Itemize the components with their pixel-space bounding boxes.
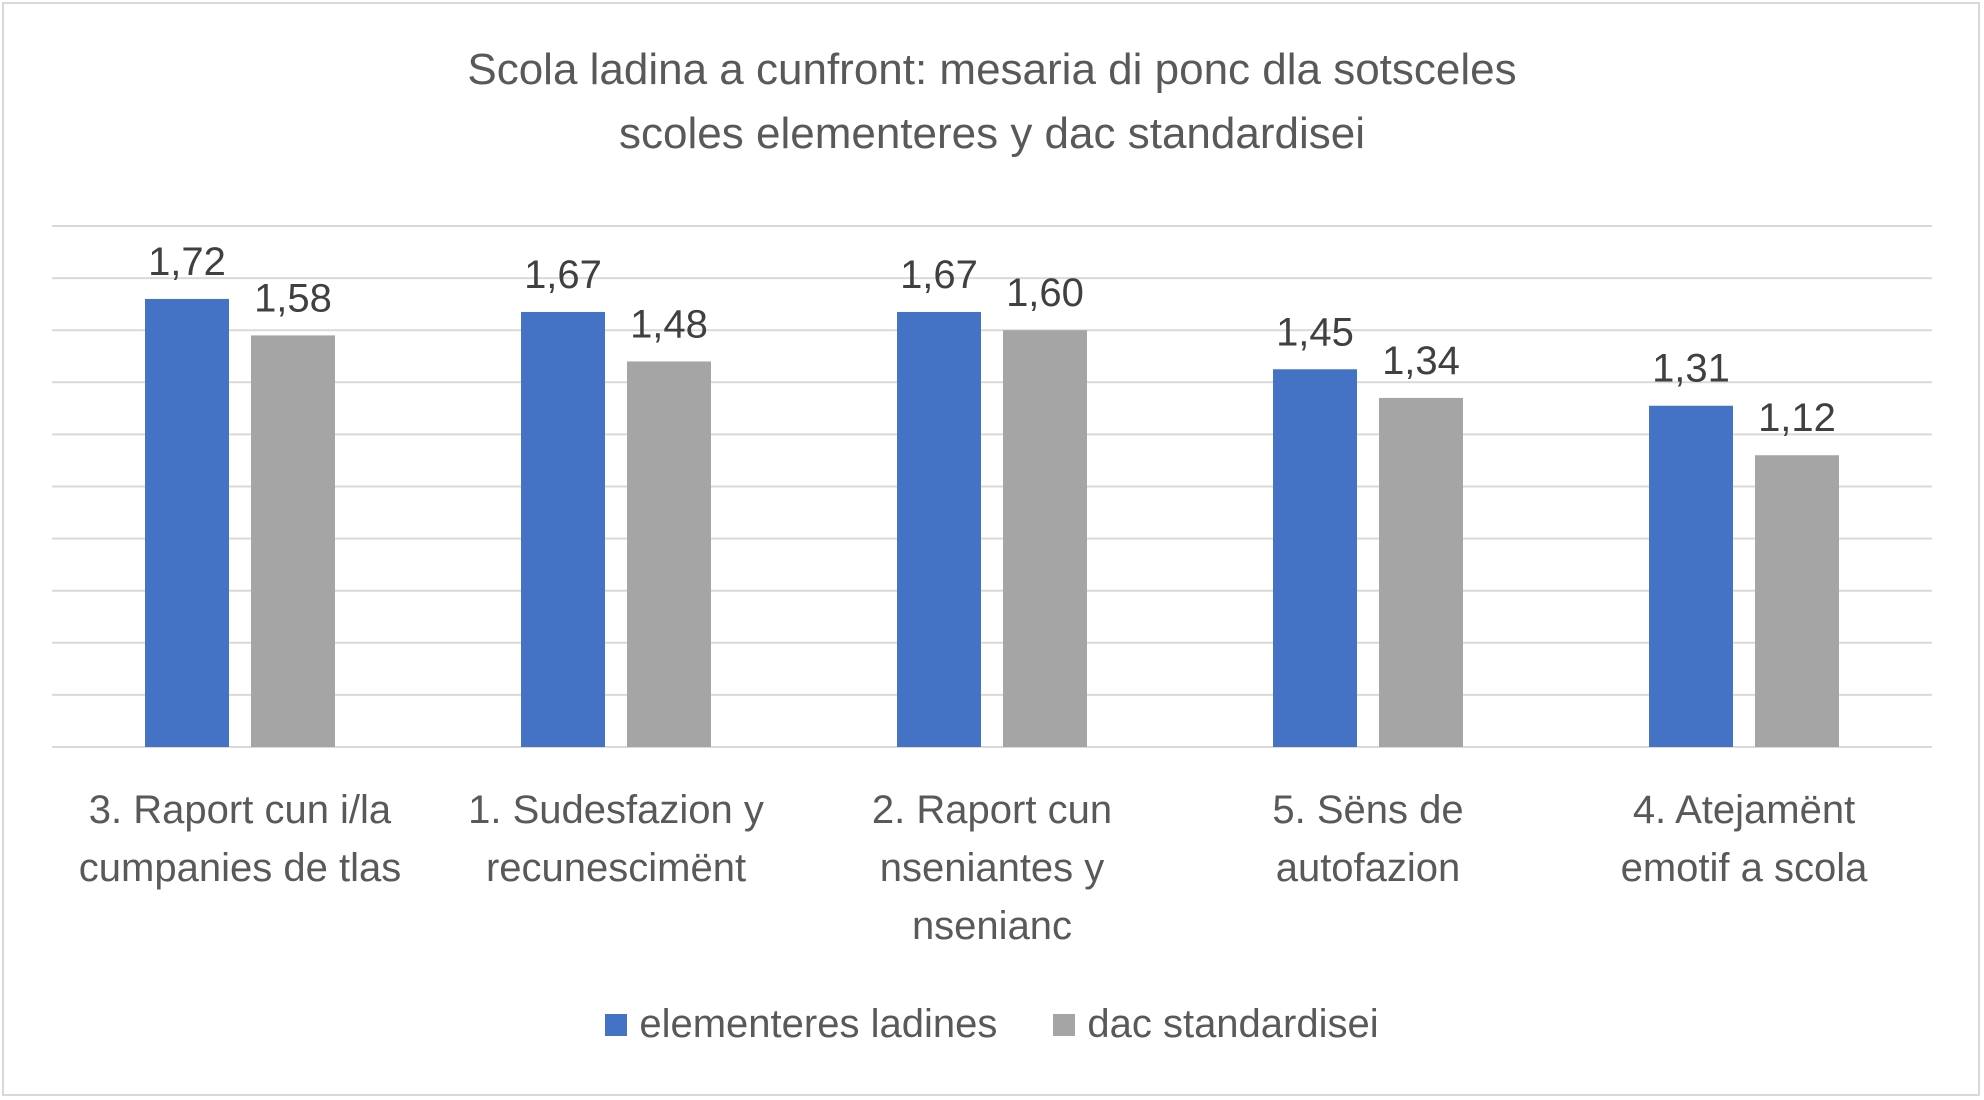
data-label: 1,60 [1006,271,1084,315]
category-label: emotif a scola [1621,846,1869,890]
legend-label-elementeres: elementeres ladines [639,1002,998,1046]
bar-standardisei-2 [627,361,711,747]
legend: elementeres ladines dac standardisei [0,1002,1984,1047]
category-label: nsenianc [912,904,1072,948]
category-label: cumpanies de tlas [79,846,401,890]
bar-standardisei-1 [251,335,335,747]
data-label: 1,58 [254,276,332,320]
bar-elementeres-1 [145,298,229,747]
legend-item-standardisei: dac standardisei [1053,1002,1379,1047]
category-label: 4. Atejamënt [1633,788,1855,832]
chart-title-line-1: Scola ladina a cunfront: mesaria di ponc… [467,45,1517,94]
bar-standardisei-3 [1003,330,1087,747]
data-label: 1,12 [1758,396,1836,440]
category-label: 1. Sudesfazion y [468,788,764,832]
category-label: autofazion [1276,846,1461,890]
chart-title-line-2: scoles elementeres y dac standardisei [619,109,1365,158]
chart-title: Scola ladina a cunfront: mesaria di ponc… [0,38,1984,166]
category-label: 3. Raport cun i/la [89,788,392,832]
data-label: 1,67 [900,253,978,297]
bar-standardisei-4 [1379,397,1463,747]
legend-item-elementeres: elementeres ladines [605,1002,997,1047]
legend-label-standardisei: dac standardisei [1087,1002,1379,1046]
bar-elementeres-2 [521,311,605,747]
data-label: 1,34 [1382,339,1460,383]
bar-elementeres-3 [897,311,981,747]
data-label: 1,67 [524,253,602,297]
data-label: 1,48 [630,302,708,346]
bar-elementeres-5 [1649,405,1733,747]
bar-elementeres-4 [1273,369,1357,747]
legend-swatch-elementeres [605,1013,628,1036]
category-label: nseniantes y [880,846,1105,890]
category-label: recunescimënt [486,846,746,890]
data-label: 1,45 [1276,310,1354,354]
legend-swatch-standardisei [1053,1013,1076,1036]
category-label: 5. Sëns de [1272,788,1463,832]
data-label: 1,31 [1652,347,1730,391]
category-label: 2. Raport cun [872,788,1112,832]
data-label: 1,72 [148,240,226,284]
bar-standardisei-5 [1755,455,1839,747]
